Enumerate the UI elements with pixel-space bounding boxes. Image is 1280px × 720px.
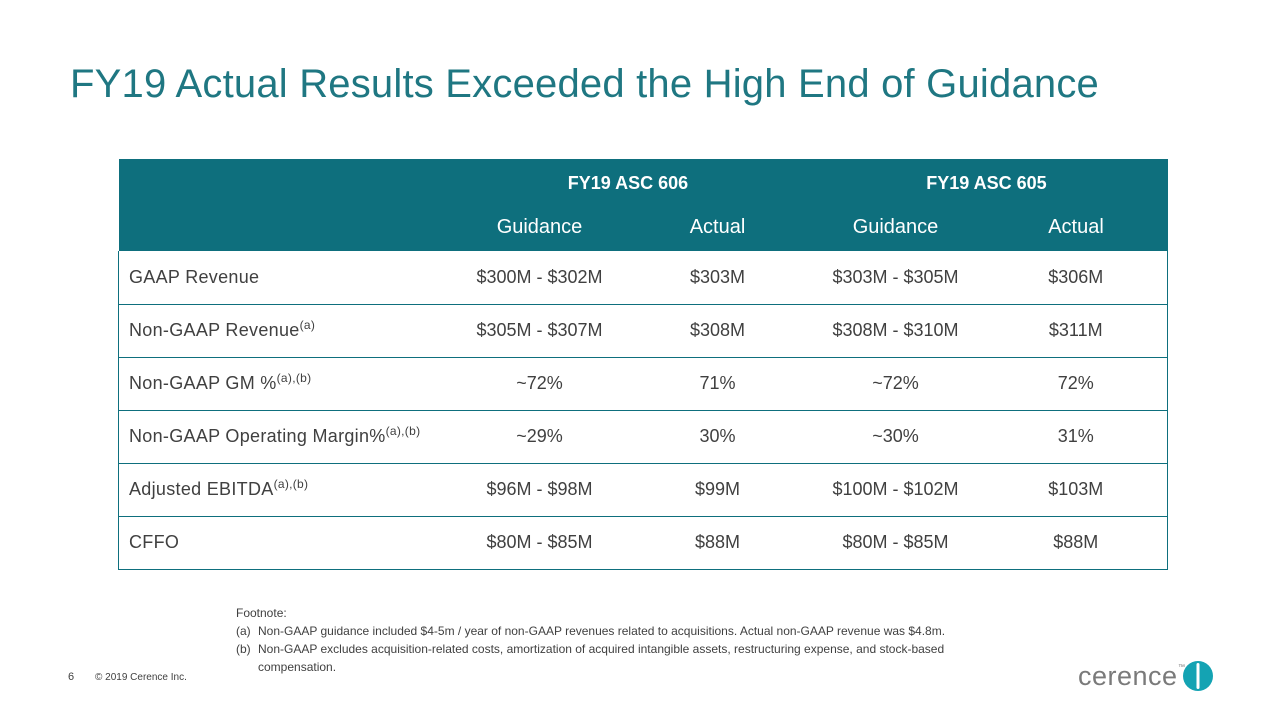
row-label-text: Non-GAAP GM % — [129, 373, 277, 393]
footnote-heading: Footnote: — [236, 606, 287, 620]
footnote-ref: (a),(b) — [276, 371, 312, 385]
table-row: Non-GAAP GM %(a),(b) ~72% 71% ~72% 72% — [118, 357, 1168, 411]
table-cell: $303M — [628, 251, 807, 305]
row-label: Non-GAAP Revenue(a) — [118, 304, 451, 358]
table-group-header-row: FY19 ASC 606 FY19 ASC 605 — [118, 159, 1168, 206]
table-cell: $103M — [984, 463, 1168, 517]
row-label-text: GAAP Revenue — [129, 266, 260, 287]
slide-title: FY19 Actual Results Exceeded the High En… — [70, 62, 1099, 106]
cerence-mark-icon — [1183, 661, 1213, 691]
table-cell: $305M - $307M — [450, 304, 629, 358]
table-row: Non-GAAP Operating Margin%(a),(b) ~29% 3… — [118, 410, 1168, 464]
table-cell: $311M — [984, 304, 1168, 358]
table-cell: $99M — [628, 463, 807, 517]
table-cell: $306M — [984, 251, 1168, 305]
footnote-text: Non-GAAP excludes acquisition-related co… — [258, 642, 945, 674]
row-label-text: Non-GAAP Operating Margin% — [129, 426, 386, 446]
table-cell: ~72% — [450, 357, 629, 411]
footnote-ref: (a),(b) — [385, 424, 421, 438]
row-label: GAAP Revenue — [118, 251, 451, 305]
table-cell: $80M - $85M — [450, 516, 629, 570]
table-row: CFFO $80M - $85M $88M $80M - $85M $88M — [118, 516, 1168, 570]
row-label: Non-GAAP GM %(a),(b) — [118, 357, 451, 411]
header-empty-cell — [119, 159, 451, 206]
subheader-guidance-606: Guidance — [496, 215, 583, 238]
logo-wordmark: cerence — [1078, 661, 1178, 691]
footnote-item: (a) Non-GAAP guidance included $4-5m / y… — [236, 622, 1006, 640]
footnote-mark: (b) — [236, 642, 251, 656]
page-number: 6 — [68, 671, 75, 683]
table-cell: 72% — [984, 357, 1168, 411]
row-label: Adjusted EBITDA(a),(b) — [118, 463, 451, 517]
group-header-asc605: FY19 ASC 605 — [926, 172, 1047, 193]
table-cell: ~30% — [806, 410, 985, 464]
subheader-actual-605: Actual — [1048, 215, 1104, 238]
table-cell: $88M — [628, 516, 807, 570]
subheader-actual-606: Actual — [689, 215, 746, 238]
row-label-text: CFFO — [129, 532, 180, 552]
table-row: GAAP Revenue $300M - $302M $303M $303M -… — [118, 251, 1168, 305]
footnote-text: Non-GAAP guidance included $4-5m / year … — [258, 624, 946, 638]
logo-trademark: ™ — [1178, 664, 1185, 671]
footnote-ref: (a),(b) — [273, 477, 309, 491]
table-cell: $303M - $305M — [806, 251, 985, 305]
cerence-logo: cerence ™ — [1078, 660, 1218, 696]
row-label: CFFO — [118, 516, 451, 570]
table-row: Non-GAAP Revenue(a) $305M - $307M $308M … — [118, 304, 1168, 358]
footnote-block: Footnote: (a) Non-GAAP guidance included… — [236, 604, 1006, 676]
table-cell: ~29% — [450, 410, 629, 464]
table-cell: 71% — [628, 357, 807, 411]
row-label-text: Adjusted EBITDA — [129, 479, 274, 499]
footnote-mark: (a) — [236, 624, 251, 638]
copyright-text: © 2019 Cerence Inc. — [95, 672, 187, 683]
table-cell: $96M - $98M — [450, 463, 629, 517]
table-cell: $80M - $85M — [806, 516, 985, 570]
footnote-item: (b) Non-GAAP excludes acquisition-relate… — [236, 640, 1006, 676]
table-cell: $308M — [628, 304, 807, 358]
table-cell: 30% — [628, 410, 807, 464]
table-subheader-row: Guidance Actual Guidance Actual — [118, 206, 1168, 251]
results-table: FY19 ASC 606 FY19 ASC 605 Guidance Actua… — [118, 159, 1168, 570]
table-cell: 31% — [984, 410, 1168, 464]
subheader-guidance-605: Guidance — [852, 215, 939, 238]
table-cell: ~72% — [806, 357, 985, 411]
group-header-asc606: FY19 ASC 606 — [567, 172, 689, 193]
table-cell: $88M — [984, 516, 1168, 570]
table-cell: $100M - $102M — [806, 463, 985, 517]
row-label-text: Non-GAAP Revenue — [129, 320, 300, 340]
subheader-empty-cell — [119, 206, 451, 251]
table-cell: $308M - $310M — [806, 304, 985, 358]
table-row: Adjusted EBITDA(a),(b) $96M - $98M $99M … — [118, 463, 1168, 517]
footnote-ref: (a) — [299, 318, 316, 332]
table-cell: $300M - $302M — [450, 251, 629, 305]
row-label: Non-GAAP Operating Margin%(a),(b) — [118, 410, 451, 464]
